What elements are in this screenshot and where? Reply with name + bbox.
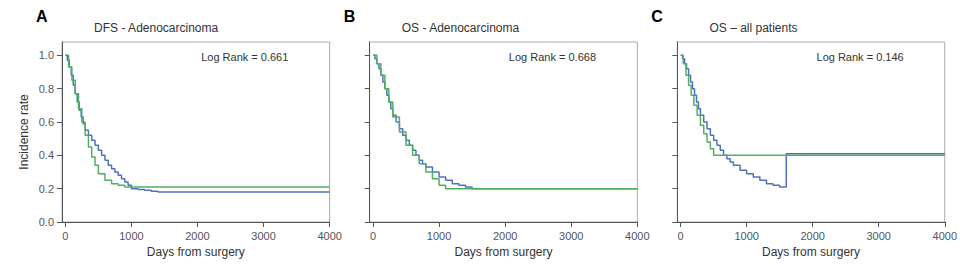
- svg-text:0: 0: [678, 230, 684, 242]
- svg-text:B: B: [344, 8, 356, 25]
- svg-text:3000: 3000: [866, 230, 890, 242]
- svg-text:1000: 1000: [427, 230, 451, 242]
- svg-text:4000: 4000: [317, 230, 341, 242]
- svg-text:0.6: 0.6: [39, 116, 54, 128]
- svg-text:4000: 4000: [933, 230, 957, 242]
- svg-text:Log Rank = 0.146: Log Rank = 0.146: [817, 51, 904, 63]
- svg-text:0: 0: [62, 230, 68, 242]
- svg-text:2000: 2000: [185, 230, 209, 242]
- svg-text:DFS - Adenocarcinoma: DFS - Adenocarcinoma: [94, 21, 218, 35]
- svg-text:2000: 2000: [493, 230, 517, 242]
- svg-text:4000: 4000: [625, 230, 649, 242]
- svg-text:0.0: 0.0: [39, 216, 54, 228]
- svg-text:0.8: 0.8: [39, 83, 54, 95]
- svg-text:Days from surgery: Days from surgery: [147, 245, 245, 259]
- svg-text:OS – all patients: OS – all patients: [709, 21, 797, 35]
- svg-text:Days from surgery: Days from surgery: [762, 245, 860, 259]
- svg-text:OS - Adenocarcinoma: OS - Adenocarcinoma: [402, 21, 520, 35]
- svg-text:Incidence rate: Incidence rate: [17, 94, 31, 170]
- svg-text:Log Rank = 0.668: Log Rank = 0.668: [509, 51, 596, 63]
- svg-text:1000: 1000: [119, 230, 143, 242]
- svg-text:C: C: [651, 8, 663, 25]
- svg-text:3000: 3000: [559, 230, 583, 242]
- svg-text:0: 0: [370, 230, 376, 242]
- svg-text:Log Rank = 0.661: Log Rank = 0.661: [201, 51, 288, 63]
- svg-text:3000: 3000: [251, 230, 275, 242]
- svg-text:0.2: 0.2: [39, 183, 54, 195]
- svg-text:0.4: 0.4: [39, 149, 54, 161]
- svg-text:A: A: [36, 8, 48, 25]
- svg-text:1000: 1000: [734, 230, 758, 242]
- svg-text:1.0: 1.0: [39, 49, 54, 61]
- svg-text:2000: 2000: [800, 230, 824, 242]
- svg-text:Days from surgery: Days from surgery: [454, 245, 552, 259]
